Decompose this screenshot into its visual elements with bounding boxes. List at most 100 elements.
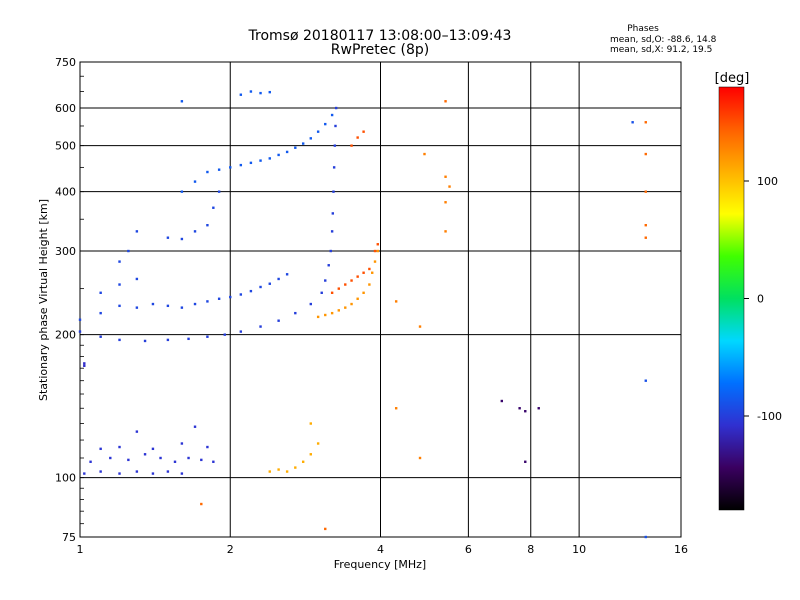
data-point (356, 136, 359, 139)
y-axis-label: Stationary phase Virtual Height [km] (37, 199, 50, 401)
data-point (249, 289, 253, 293)
data-point (362, 291, 365, 295)
data-point (277, 153, 280, 157)
data-point (518, 407, 521, 410)
data-point (193, 425, 197, 428)
data-point (135, 430, 139, 433)
data-point (444, 201, 447, 204)
data-point (524, 460, 527, 463)
colorbar (718, 86, 745, 511)
data-point (316, 315, 320, 319)
data-point (285, 470, 289, 473)
data-point (356, 297, 359, 300)
data-point (423, 152, 426, 156)
data-point (268, 282, 271, 285)
data-point (259, 285, 262, 289)
data-point (301, 460, 305, 463)
data-point (644, 190, 647, 193)
data-point (239, 93, 243, 96)
colorbar-ticks: 100 0 -100 (744, 175, 782, 423)
data-point (200, 502, 203, 506)
data-point (344, 283, 347, 286)
x-tick-label: 10 (572, 543, 586, 556)
data-point (193, 302, 197, 306)
data-point (151, 302, 155, 306)
data-point (320, 291, 323, 295)
y-tick-label: 500 (55, 140, 76, 153)
data-point (644, 535, 647, 539)
data-point (206, 170, 209, 174)
data-point (166, 338, 170, 342)
data-point (118, 338, 121, 342)
data-point (309, 137, 312, 140)
data-point (135, 277, 139, 281)
data-point (362, 271, 365, 274)
data-point (268, 470, 271, 473)
data-point (127, 249, 130, 253)
data-point (337, 309, 341, 312)
data-point (217, 297, 221, 300)
data-point (324, 122, 327, 126)
data-point (332, 190, 335, 193)
data-point (193, 230, 197, 233)
y-tick-label: 400 (55, 186, 76, 199)
data-point (344, 306, 347, 309)
data-point (118, 304, 121, 308)
data-point (259, 91, 262, 95)
data-point (268, 157, 271, 160)
data-point (180, 190, 184, 193)
data-point (127, 458, 130, 462)
data-point (135, 230, 139, 233)
data-point (500, 399, 504, 403)
data-point (239, 163, 243, 167)
data-point (99, 291, 102, 295)
data-point (294, 466, 297, 469)
data-point (324, 527, 327, 531)
data-point (332, 166, 336, 169)
y-tick-label: 100 (55, 472, 76, 485)
phases-o-stats: mean, sd,O: -88.6, 14.8 (610, 35, 717, 45)
data-point (333, 144, 337, 147)
x-tick-label: 4 (377, 543, 384, 556)
data-point (206, 335, 209, 338)
x-tick-label: 1 (77, 543, 84, 556)
data-point (316, 130, 320, 133)
chart-subtitle: RwPretec (8p) (331, 42, 429, 58)
data-point (309, 453, 312, 456)
data-point (444, 230, 447, 233)
y-tick-label: 200 (55, 329, 76, 342)
data-point (350, 302, 353, 306)
data-point (644, 379, 647, 382)
data-point (334, 124, 337, 128)
data-point (309, 302, 312, 306)
data-point (212, 206, 215, 209)
phases-label: Phases (627, 24, 659, 34)
data-point (223, 333, 226, 336)
data-point (217, 168, 221, 171)
data-point (362, 130, 365, 133)
data-point (524, 410, 527, 413)
data-point (187, 337, 190, 341)
data-point (83, 362, 86, 365)
colorbar-tick-label: 0 (757, 293, 764, 306)
data-point (180, 442, 184, 445)
data-point (373, 249, 377, 253)
data-point (350, 279, 353, 282)
data-point (99, 447, 102, 451)
colorbar-tick-label: 100 (757, 175, 778, 188)
data-point (118, 445, 121, 449)
data-point (151, 447, 155, 451)
data-point (331, 212, 335, 215)
data-point (644, 152, 647, 156)
x-tick-label: 2 (227, 543, 234, 556)
data-point (448, 185, 451, 188)
data-point (239, 293, 243, 296)
data-point (159, 456, 162, 460)
data-point (206, 300, 209, 303)
data-point (143, 453, 147, 456)
data-point (294, 146, 297, 149)
data-point (316, 442, 320, 445)
data-point (109, 456, 112, 460)
data-point (368, 267, 371, 271)
data-point (135, 470, 139, 473)
